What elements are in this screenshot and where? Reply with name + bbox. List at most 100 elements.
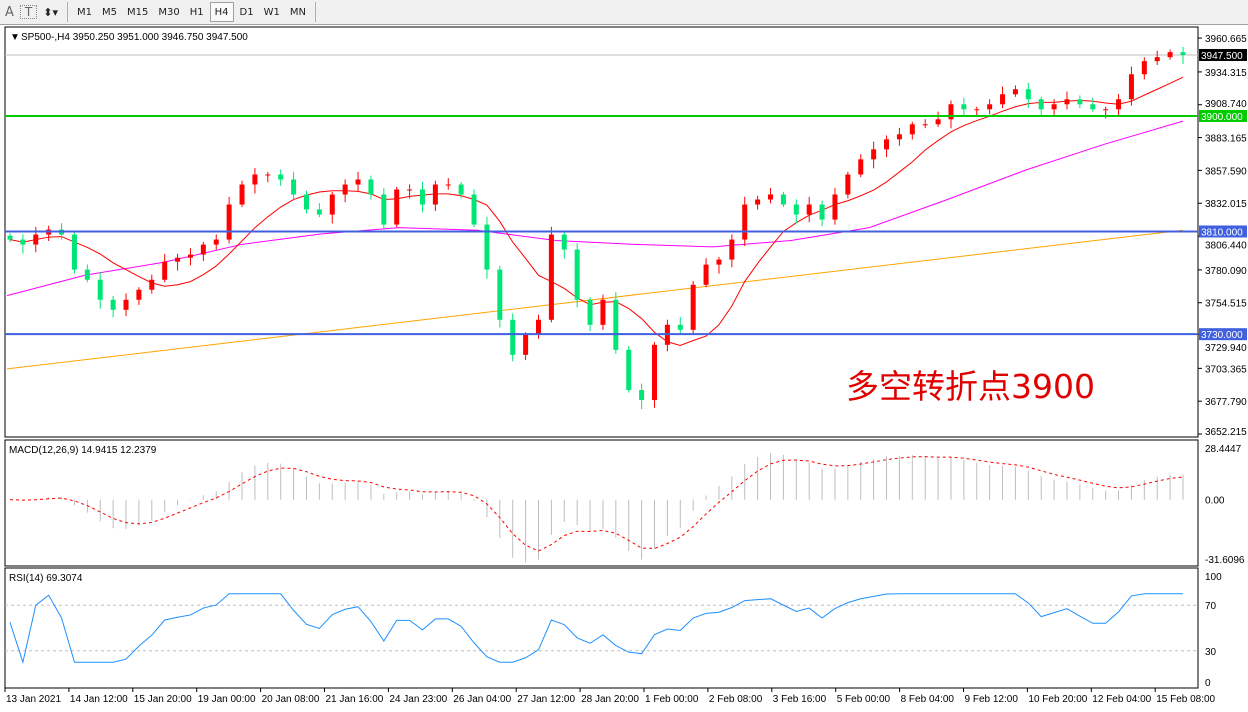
candle [845,171,851,199]
price-tick-label: 3729.940 [1205,343,1247,354]
candle [136,287,142,305]
time-tick-label: 27 Jan 12:00 [517,694,575,705]
candle [523,332,529,360]
candle [548,226,554,323]
symbol-menu-icon[interactable]: ▼ [10,32,20,43]
candle [858,154,864,178]
rsi-tick-label: 100 [1205,572,1222,583]
candle [639,383,645,410]
candle [742,196,748,246]
timeframe-m1[interactable]: M1 [77,6,92,18]
candle [909,121,915,140]
time-tick-label: 15 Feb 08:00 [1156,694,1215,705]
candle [935,111,941,127]
candle [278,169,284,186]
candle [329,191,335,224]
price-tick-label: 3857.590 [1205,166,1247,177]
candle [922,119,928,129]
candle [987,99,993,115]
candle [316,203,322,218]
candle [677,317,683,335]
candle [97,272,103,309]
candle [806,196,812,223]
time-tick-label: 26 Jan 04:00 [453,694,511,705]
candle [961,97,967,117]
candle [497,265,503,328]
candle [716,257,722,274]
candle [200,242,206,262]
timeframe-h4[interactable]: H4 [209,2,234,22]
candle [149,274,155,294]
candle [587,297,593,332]
time-tick-label: 8 Feb 04:00 [901,694,955,705]
level-price-label [1199,109,1247,122]
candle [471,189,477,228]
chart-area[interactable]: 3960.665 3934.315 3908.740 3883.165 3857.590… [0,25,1248,712]
candle [703,258,709,288]
candle [1012,85,1018,97]
timeframe-m5[interactable]: M5 [102,6,117,18]
candle [84,264,90,283]
rsi-tick-label: 70 [1205,601,1217,612]
candle [419,181,425,213]
candle [729,234,735,268]
rsi-tick-label: 30 [1205,647,1217,658]
text-tool-icon[interactable]: A [5,4,14,20]
toolbar: A T ⬍▾ M1 M5 M15 M30 H1 H4 D1 W1 MN [0,0,1248,25]
candle [755,195,761,210]
candle [561,230,567,259]
candle [613,292,619,354]
price-tick-label: 3960.665 [1205,34,1247,45]
timeframe-h1[interactable]: H1 [189,6,204,18]
candle [626,345,632,393]
candle [690,280,696,334]
text-label-tool-icon[interactable]: T [19,5,38,19]
time-tick-label: 21 Jan 16:00 [326,694,384,705]
timeframe-m15[interactable]: M15 [127,6,149,18]
candle [948,100,954,129]
time-tick-label: 19 Jan 00:00 [198,694,256,705]
price-tick-label: 3780.090 [1205,266,1247,277]
time-tick-label: 3 Feb 16:00 [773,694,827,705]
timeframe-bar: M1 M5 M15 M30 H1 H4 D1 W1 MN [72,2,311,22]
candle [71,232,77,274]
level-price-label [1199,225,1247,238]
candle [252,168,258,194]
price-tick-label: 3883.165 [1205,134,1247,145]
candle [239,180,245,208]
candle [1141,57,1147,80]
candle [7,233,13,243]
candle [368,175,374,200]
time-tick-label: 14 Jan 12:00 [70,694,128,705]
candle [213,234,219,250]
candle [600,294,606,330]
price-tick-label: 3703.365 [1205,364,1247,375]
timeframe-d1[interactable]: D1 [239,6,254,18]
candle [510,313,516,362]
ma-slow-line [6,229,1184,370]
candle [123,293,129,317]
timeframe-mn[interactable]: MN [289,6,306,18]
time-tick-label: 15 Jan 20:00 [134,694,192,705]
level-price-label [1199,328,1247,341]
macd-tick-label: -31.6096 [1205,555,1245,566]
annotation-text: 多空转折点3900 [846,367,1095,406]
candle [445,178,451,190]
candle [407,184,413,199]
macd-tick-label: 0.00 [1205,496,1225,507]
candle [342,179,348,203]
candle [871,141,877,169]
price-tick-label: 3652.215 [1205,427,1247,438]
timeframe-w1[interactable]: W1 [263,6,280,18]
candle [187,248,193,266]
candle [355,171,361,191]
timeframe-m30[interactable]: M30 [158,6,180,18]
arrows-tool-icon[interactable]: ⬍▾ [43,5,58,19]
candle [1116,94,1122,117]
candle [1000,86,1006,109]
time-tick-label: 1 Feb 00:00 [645,694,699,705]
candle [896,127,902,146]
time-tick-label: 24 Jan 23:00 [389,694,447,705]
divider [314,2,316,22]
price-tick-label: 3908.740 [1205,99,1247,110]
